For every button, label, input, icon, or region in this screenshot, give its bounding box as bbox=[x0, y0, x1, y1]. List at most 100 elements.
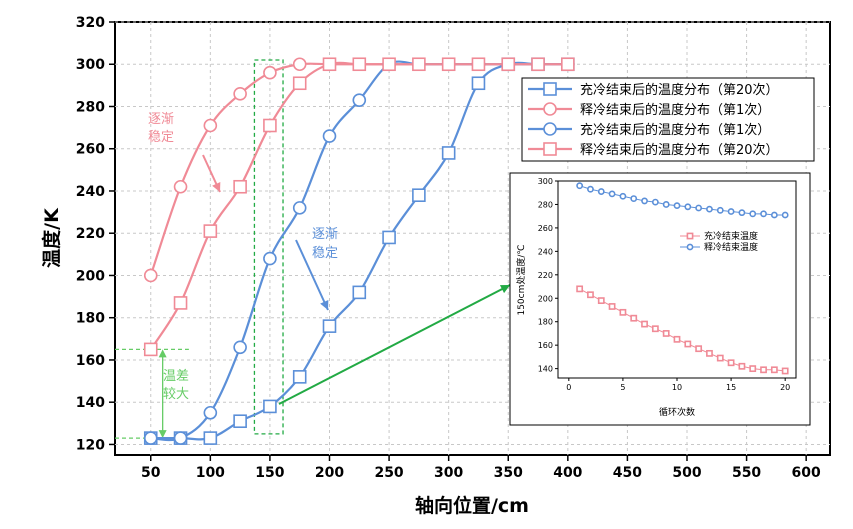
legend-marker-3 bbox=[543, 122, 557, 136]
y-tick-label: 140 bbox=[76, 395, 105, 411]
highlight-box bbox=[253, 59, 284, 435]
y-tick-label: 260 bbox=[76, 142, 105, 158]
inset-series-1-point bbox=[597, 297, 605, 305]
legend-label-3: 充冷结束后的温度分布（第1次） bbox=[580, 122, 770, 138]
x-tick-label: 600 bbox=[792, 465, 821, 481]
legend-marker-1 bbox=[543, 82, 557, 96]
annotation-blue-line1: 逐渐 bbox=[312, 227, 338, 242]
inset-series-2-point bbox=[651, 198, 659, 206]
inset-series-2-point bbox=[662, 201, 670, 208]
inset-legend-marker-1 bbox=[686, 232, 694, 240]
series-4-point bbox=[173, 296, 188, 310]
x-tick-label: 500 bbox=[672, 465, 701, 481]
series-3-point bbox=[173, 431, 188, 445]
inset-series-2-point bbox=[695, 204, 703, 212]
legend-marker-2 bbox=[543, 102, 557, 116]
series-3-point bbox=[322, 129, 337, 143]
series-4-point bbox=[143, 342, 158, 357]
inset-series-1-point bbox=[587, 291, 594, 299]
x-tick-label: 350 bbox=[494, 465, 523, 481]
series-4-point bbox=[203, 224, 218, 238]
series-4-point bbox=[263, 118, 277, 133]
temp-diff-arrowhead-up bbox=[158, 349, 167, 358]
inset-series-1-point bbox=[727, 359, 735, 367]
inset-x-tick-label: 20 bbox=[780, 383, 790, 392]
inset-x-tick-label: 5 bbox=[620, 383, 625, 392]
annotation-blue-arrow bbox=[295, 239, 329, 311]
tick-layer: 50 100 150 200 250 300 350 400 450 500 550 60012014… bbox=[76, 15, 821, 481]
y-tick-label: 200 bbox=[76, 268, 105, 284]
series-3-point bbox=[233, 340, 247, 355]
inset-series-1-point bbox=[630, 314, 638, 322]
inset-series-2-point bbox=[619, 192, 627, 200]
series-2-point bbox=[233, 87, 247, 101]
series-4-point bbox=[471, 57, 486, 72]
inset-y-tick-label: 240 bbox=[538, 247, 553, 256]
series-4-point bbox=[322, 57, 337, 72]
annotation-blue-line2: 稳定 bbox=[312, 245, 338, 261]
inset-x-axis-title: 循环次数 bbox=[659, 406, 695, 418]
inset-series-1-point bbox=[760, 366, 767, 374]
x-tick-label: 300 bbox=[434, 465, 463, 481]
inset-series-2-point bbox=[716, 206, 724, 214]
series-1-point bbox=[292, 370, 307, 384]
series-2-point bbox=[203, 118, 218, 133]
inset-series-2-point bbox=[641, 197, 648, 205]
inset-y-tick-label: 160 bbox=[538, 341, 553, 350]
inset-series-1-point bbox=[716, 354, 724, 362]
y-tick-label: 180 bbox=[76, 311, 105, 327]
inset-series-2-point bbox=[587, 185, 594, 193]
series-4-point bbox=[561, 57, 575, 72]
series-1-point bbox=[233, 414, 247, 429]
annotation-green-line2: 较大 bbox=[163, 387, 189, 402]
inset-series-1-point bbox=[738, 362, 746, 370]
plot-area bbox=[114, 21, 831, 456]
inset-series-2-point bbox=[608, 190, 616, 198]
inset-series-1-point bbox=[673, 335, 681, 343]
y-tick-label: 280 bbox=[76, 99, 105, 115]
x-tick-label: 150 bbox=[255, 465, 284, 481]
inset-series-2-point bbox=[706, 205, 713, 213]
inset-y-tick-label: 200 bbox=[538, 294, 553, 303]
inset-series-2-point bbox=[749, 210, 757, 218]
series-4-point bbox=[233, 179, 247, 194]
series-3-point bbox=[143, 431, 158, 445]
x-axis-title: 轴向位置/cm bbox=[415, 494, 529, 517]
legend-marker-4 bbox=[543, 142, 557, 156]
series-layer bbox=[143, 57, 575, 445]
inset-y-tick-label: 220 bbox=[538, 271, 553, 280]
inset-y-tick-label: 140 bbox=[538, 365, 553, 374]
series-4-point bbox=[292, 76, 307, 91]
legend-label-2: 释冷结束后的温度分布（第1次） bbox=[580, 102, 770, 118]
x-tick-label: 200 bbox=[315, 465, 344, 481]
series-line-3 bbox=[150, 60, 568, 442]
annotation-arrows bbox=[202, 154, 511, 405]
y-tick-label: 220 bbox=[76, 226, 105, 242]
y-tick-label: 320 bbox=[76, 15, 105, 31]
inset-series-2-point bbox=[770, 211, 778, 219]
annotation-blue-arrow-head bbox=[320, 299, 329, 310]
inset-series-2-point bbox=[781, 211, 789, 219]
series-2-point bbox=[143, 268, 158, 283]
inset-y-tick-label: 260 bbox=[538, 224, 553, 233]
inset-series-2-point bbox=[673, 202, 681, 210]
series-4-point bbox=[531, 57, 545, 72]
inset-series-1-point bbox=[749, 365, 757, 373]
inset-series-2-point bbox=[597, 188, 605, 195]
legend-label-4: 释冷结束后的温度分布（第20次） bbox=[580, 142, 779, 158]
x-tick-label: 450 bbox=[613, 465, 642, 481]
series-3-point bbox=[263, 251, 277, 266]
inset-series-2-point bbox=[684, 203, 692, 211]
series-2-point bbox=[292, 57, 307, 72]
inset-series-1-point bbox=[651, 325, 659, 333]
inset-pointer-arrow-head bbox=[499, 285, 510, 294]
series-1-point bbox=[322, 319, 337, 333]
series-1-point bbox=[263, 399, 277, 414]
series-4-point bbox=[382, 57, 396, 72]
inset-y-axis-title: 150cm处温度/℃ bbox=[515, 244, 527, 315]
inset-legend-label-1: 充冷结束温度 bbox=[704, 230, 758, 242]
legend-box bbox=[521, 77, 815, 162]
y-axis-title: 温度/K bbox=[40, 207, 63, 268]
